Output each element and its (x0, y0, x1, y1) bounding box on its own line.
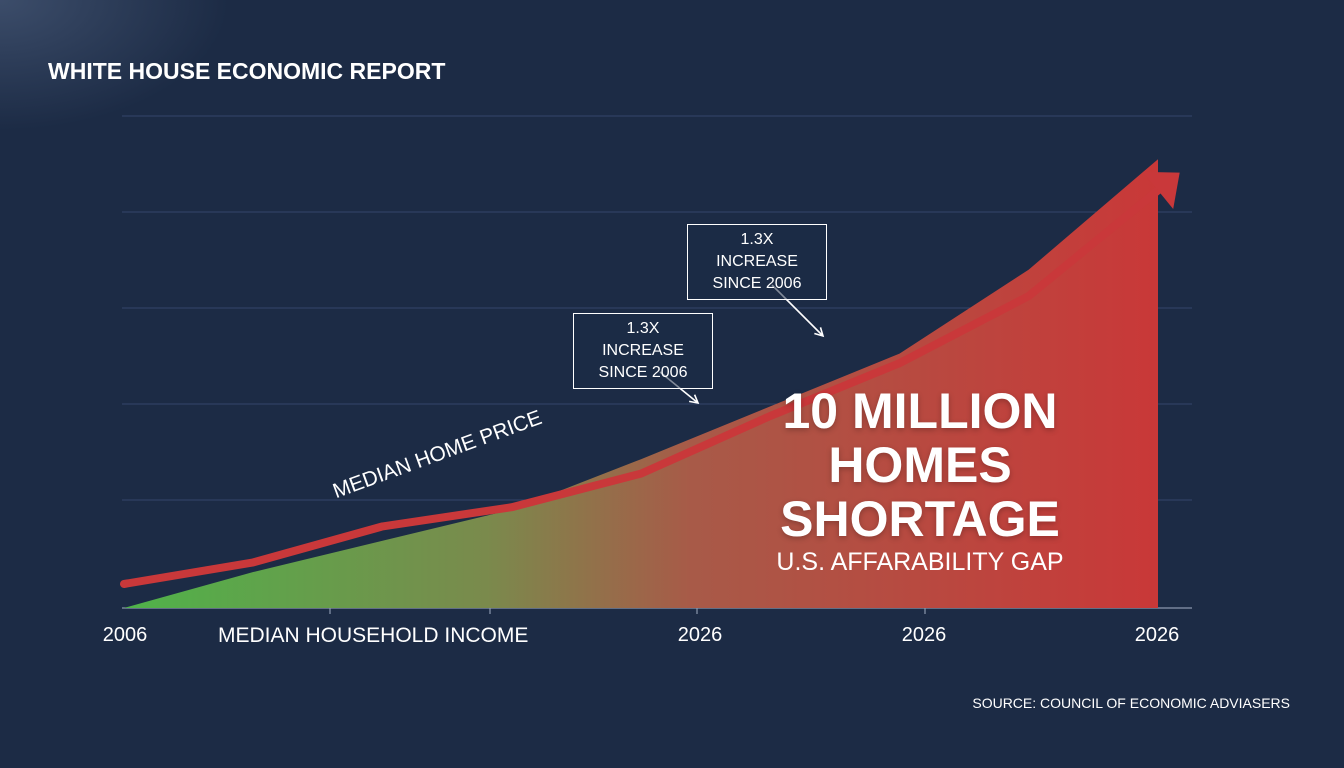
trend-arrow-head (1142, 171, 1180, 209)
x-tick-label: 2006 (102, 624, 148, 646)
increase-callout-2: 1.3X INCREASE SINCE 2006 (687, 224, 827, 300)
increase-callout-1: 1.3X INCREASE SINCE 2006 (573, 313, 713, 389)
x-tick-label: 2026 (1134, 624, 1180, 646)
x-tick-label: 2026 (677, 624, 723, 646)
callout-pointer-head (814, 327, 825, 338)
callout-pointer-head (689, 394, 700, 405)
income-series-label: MEDIAN HOUSEHOLD INCOME (218, 624, 529, 647)
x-tick-marks (329, 608, 926, 614)
affordability-gap-subheadline: U.S. AFFARABILITY GAP (776, 548, 1064, 576)
shortage-headline: 10 MILLION HOMES SHORTAGE (780, 383, 1060, 547)
source-note: SOURCE: COUNCIL OF ECONOMIC ADVIASERS (972, 695, 1290, 711)
median-household-income-area (124, 159, 1158, 608)
x-tick-label: 2026 (901, 624, 947, 646)
report-title: WHITE HOUSE ECONOMIC REPORT (48, 58, 446, 84)
median-home-price-line (120, 186, 1162, 588)
